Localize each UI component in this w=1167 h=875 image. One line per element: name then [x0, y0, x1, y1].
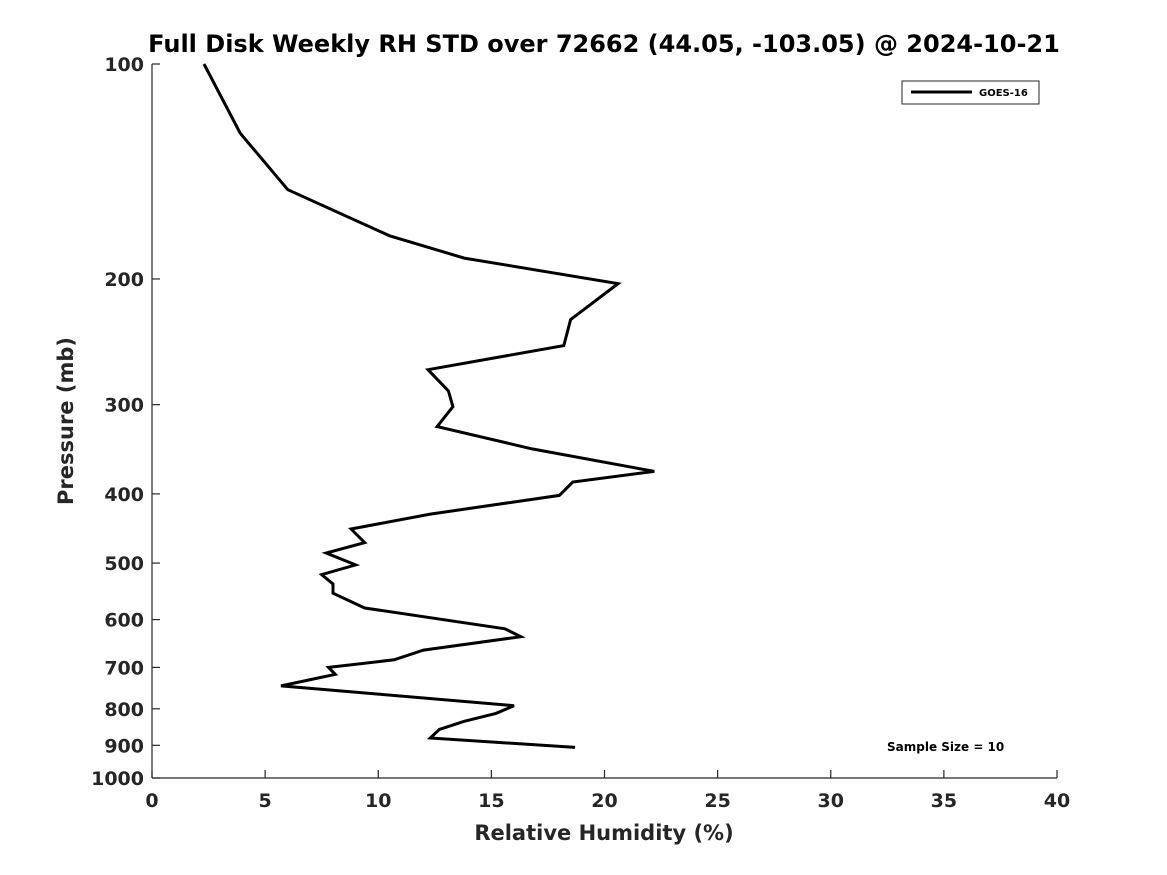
y-tick-label: 200 [104, 269, 144, 291]
y-tick-label: 700 [104, 657, 144, 679]
x-tick-label: 0 [145, 790, 158, 812]
x-tick-label: 30 [818, 790, 844, 812]
plot-area [151, 64, 1057, 779]
x-tick-label: 5 [259, 790, 272, 812]
y-tick-label: 300 [104, 395, 144, 417]
x-tick-label: 40 [1044, 790, 1070, 812]
sample-size-annotation: Sample Size = 10 [887, 740, 1004, 754]
y-tick-label: 600 [104, 610, 144, 632]
series-layer [202, 63, 655, 749]
y-tick-label: 500 [104, 553, 144, 575]
y-axis-label: Pressure (mb) [54, 337, 78, 505]
x-tick-label: 10 [365, 790, 391, 812]
x-tick-label: 35 [931, 790, 957, 812]
y-tick-label: 800 [104, 699, 144, 721]
legend: GOES-16 [901, 80, 1040, 105]
legend-label-goes-16: GOES-16 [979, 88, 1028, 99]
x-tick-label: 20 [591, 790, 617, 812]
y-axis-ticks: 100 200 300 400 500 600 700 800 900 1000 [91, 54, 160, 790]
x-axis-label: Relative Humidity (%) [474, 821, 733, 845]
y-tick-label: 400 [104, 484, 144, 506]
x-tick-label: 15 [478, 790, 504, 812]
y-tick-label: 1000 [91, 768, 144, 790]
x-tick-label: 25 [704, 790, 730, 812]
x-axis-ticks: 0 5 10 15 20 25 30 35 40 [145, 770, 1070, 812]
y-tick-label: 100 [104, 54, 144, 76]
y-tick-label: 900 [104, 735, 144, 757]
series-line-goes-16 [202, 63, 655, 749]
chart-title: Full Disk Weekly RH STD over 72662 (44.0… [148, 30, 1060, 58]
